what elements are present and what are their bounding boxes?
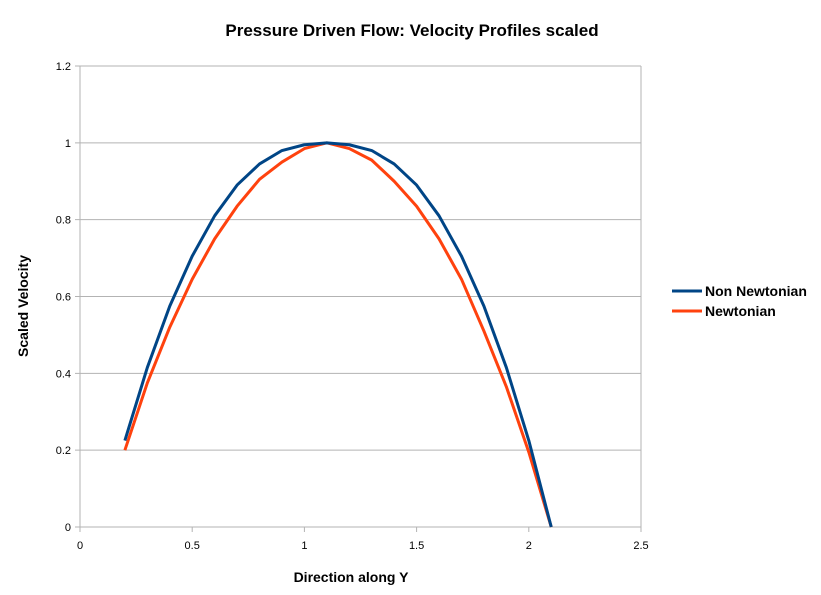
y-axis-label: Scaled Velocity [15,255,31,357]
plot-series [123,141,553,528]
y-tick-label: 0.6 [56,292,71,304]
x-tick-label: 0.5 [185,540,200,552]
x-tick-label: 1.5 [409,540,424,552]
series-line-newtonian [123,141,553,528]
legend: Non Newtonian Newtonian [672,283,807,319]
y-tick-label: 1.2 [56,61,71,73]
legend-label: Newtonian [705,303,776,319]
x-tick-label: 2 [526,540,532,552]
legend-label: Non Newtonian [705,283,807,299]
y-tick-label: 0.4 [56,368,71,380]
x-tick-label: 1 [301,540,307,552]
y-tick-label: 0 [65,522,71,534]
x-tick-label: 0 [77,540,83,552]
axis-ticks: 0 0.2 0.4 0.6 0.8 1 1.2 0 0.5 1 1.5 2 2.5 [56,61,649,552]
x-tick-label: 2.5 [633,540,648,552]
chart-title: Pressure Driven Flow: Velocity Profiles … [225,21,598,40]
series-line-non-newtonian [123,141,553,528]
y-tick-label: 0.8 [56,215,71,227]
y-tick-label: 1 [65,138,71,150]
y-tick-label: 0.2 [56,445,71,457]
grid-lines [75,65,642,532]
x-axis-label: Direction along Y [294,569,410,585]
